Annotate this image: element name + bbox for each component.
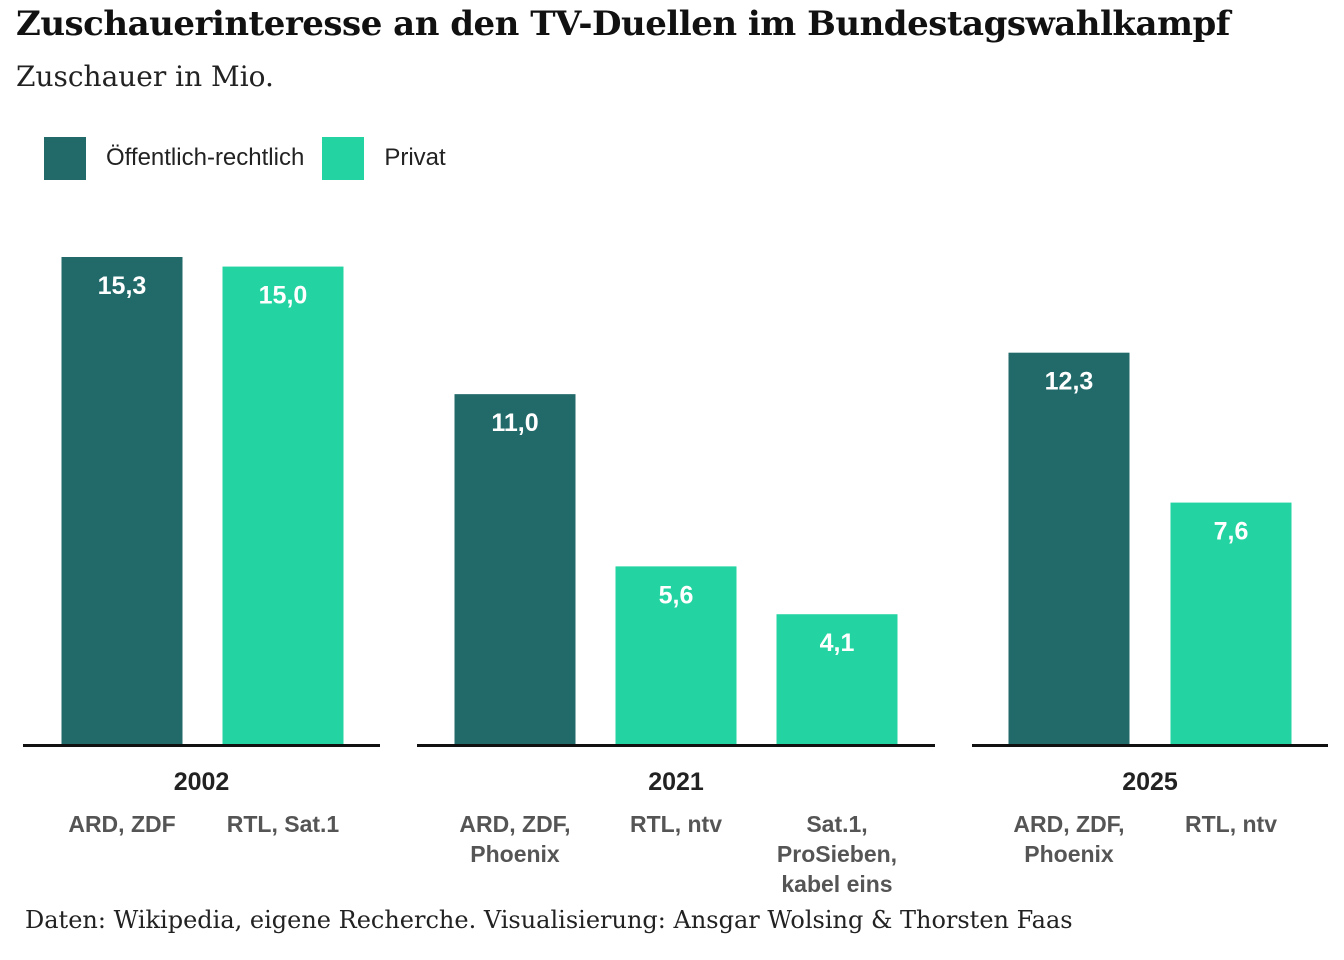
bar-value-label-2021-3: 4,1 [820, 629, 855, 657]
bar-value-label-2021-1: 11,0 [491, 409, 538, 437]
broadcaster-label-2025-2: RTL, ntv [1185, 811, 1277, 837]
legend-item-oeffentlich-rechtlich: Öffentlich-rechtlich [44, 136, 305, 180]
year-label-2025: 2025 [1122, 768, 1178, 796]
legend-swatch-oeffentlich-rechtlich [44, 136, 86, 180]
broadcaster-label-2021-1: ARD, ZDF, [459, 811, 570, 837]
bar-2021-2 [615, 566, 737, 745]
legend-item-privat: Privat [322, 136, 446, 180]
source-footer: Daten: Wikipedia, eigene Recherche. Visu… [25, 906, 1073, 934]
bar-value-label-2002-2: 15,0 [259, 282, 308, 310]
bar-value-label-2002-1: 15,3 [98, 272, 147, 300]
legend-swatch-privat [322, 136, 365, 180]
broadcaster-label-2021-1-line2: Phoenix [470, 841, 560, 867]
year-label-2021: 2021 [648, 768, 704, 796]
broadcaster-label-2002-1: ARD, ZDF [68, 811, 175, 837]
broadcaster-label-2025-1: ARD, ZDF, [1013, 811, 1124, 837]
bar-value-label-2025-2: 7,6 [1214, 518, 1249, 546]
broadcaster-label-2025-1-line2: Phoenix [1024, 841, 1114, 867]
chart-subtitle: Zuschauer in Mio. [16, 60, 274, 93]
bar-value-label-2021-2: 5,6 [659, 581, 694, 609]
legend-label-oeffentlich-rechtlich: Öffentlich-rechtlich [106, 144, 305, 171]
broadcaster-label-2021-2: RTL, ntv [630, 811, 722, 837]
bar-2002-2 [222, 266, 344, 745]
bar-2025-1 [1008, 352, 1130, 745]
legend: Öffentlich-rechtlich Privat [44, 136, 464, 180]
legend-label-privat: Privat [384, 144, 446, 171]
bar-value-label-2025-1: 12,3 [1045, 368, 1094, 396]
bar-2002-1 [61, 257, 183, 745]
chart-title: Zuschauerinteresse an den TV-Duellen im … [16, 4, 1230, 44]
bar-2021-1 [454, 394, 576, 745]
bar-2021-3 [776, 614, 898, 745]
year-label-2002: 2002 [174, 768, 230, 796]
bar-2025-2 [1170, 502, 1292, 745]
broadcaster-label-2002-2: RTL, Sat.1 [227, 811, 340, 837]
broadcaster-label-2021-3: Sat.1, [806, 811, 867, 837]
broadcaster-label-2021-3-line3: kabel eins [781, 871, 892, 897]
broadcaster-label-2021-3-line2: ProSieben, [777, 841, 897, 867]
